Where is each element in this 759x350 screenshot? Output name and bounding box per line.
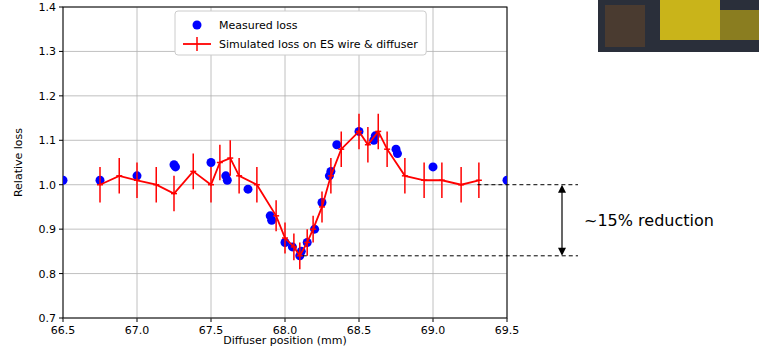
legend-box bbox=[175, 11, 426, 55]
point bbox=[458, 184, 464, 186]
y-axis-title: Relative loss bbox=[12, 128, 25, 197]
grid-line bbox=[63, 95, 507, 96]
tick-label: 0.9 bbox=[39, 223, 57, 236]
annotation: ~15% reduction bbox=[303, 185, 714, 256]
series-line bbox=[100, 131, 479, 255]
point bbox=[273, 215, 279, 217]
tick-label: 69.5 bbox=[495, 324, 520, 337]
point bbox=[134, 180, 140, 182]
point bbox=[207, 158, 216, 167]
point bbox=[402, 175, 408, 177]
point bbox=[384, 148, 390, 150]
point bbox=[254, 184, 260, 186]
tick bbox=[59, 95, 63, 96]
tick-label: 0.8 bbox=[39, 268, 57, 281]
point bbox=[236, 175, 242, 177]
point bbox=[319, 206, 325, 208]
point bbox=[421, 180, 427, 182]
point bbox=[365, 144, 371, 146]
point bbox=[267, 216, 276, 225]
tick bbox=[59, 318, 63, 319]
photo bbox=[598, 0, 759, 52]
point bbox=[116, 175, 122, 177]
tick-label: 69.0 bbox=[421, 324, 446, 337]
tick-label: 1.0 bbox=[39, 179, 57, 192]
point bbox=[338, 148, 344, 150]
annotation-text: ~15% reduction bbox=[584, 211, 714, 230]
tick-label: 1.3 bbox=[39, 45, 57, 58]
point bbox=[190, 171, 196, 173]
tick bbox=[59, 273, 63, 274]
tick-label: 1.2 bbox=[39, 90, 57, 103]
point bbox=[304, 242, 310, 244]
point bbox=[503, 176, 508, 185]
tick-label: 68.5 bbox=[347, 324, 372, 337]
point bbox=[291, 246, 297, 248]
arrow-head bbox=[558, 248, 566, 256]
point bbox=[393, 149, 402, 158]
tick bbox=[59, 51, 63, 52]
annotation-line bbox=[303, 255, 578, 256]
legend-label: Simulated loss on ES wire & diffuser bbox=[219, 38, 418, 51]
photo-bg bbox=[598, 0, 759, 52]
tick-label: 67.0 bbox=[125, 324, 150, 337]
tick bbox=[433, 318, 434, 322]
tick bbox=[59, 184, 63, 185]
legend-swatch bbox=[193, 21, 202, 30]
arrow-head bbox=[558, 185, 566, 193]
tick bbox=[59, 229, 63, 230]
tick bbox=[507, 318, 508, 322]
point bbox=[63, 176, 68, 185]
photo-part bbox=[605, 5, 645, 47]
point bbox=[332, 140, 341, 149]
grid-line bbox=[63, 140, 507, 141]
grid-line bbox=[63, 273, 507, 274]
grid-line bbox=[63, 184, 507, 185]
point bbox=[97, 184, 103, 186]
point bbox=[223, 176, 232, 185]
point bbox=[153, 184, 159, 186]
plot-frame bbox=[63, 7, 507, 318]
marks bbox=[63, 114, 507, 270]
point bbox=[282, 237, 288, 239]
tick bbox=[211, 318, 212, 322]
point bbox=[244, 185, 253, 194]
x-axis-title: Diffuser position (mm) bbox=[223, 334, 347, 347]
tick-label: 0.7 bbox=[39, 312, 57, 325]
point bbox=[171, 193, 177, 195]
tick bbox=[63, 318, 64, 322]
photo-part bbox=[660, 0, 720, 40]
point bbox=[297, 255, 303, 257]
tick bbox=[59, 7, 63, 8]
grid-line bbox=[137, 7, 138, 318]
point bbox=[227, 157, 233, 159]
tick-label: 1.4 bbox=[39, 1, 57, 14]
tick-label: 66.5 bbox=[51, 324, 76, 337]
tick bbox=[359, 318, 360, 322]
plot-bg bbox=[63, 7, 507, 318]
photo-part bbox=[720, 10, 759, 40]
legend-swatch bbox=[196, 37, 198, 51]
point bbox=[217, 162, 223, 164]
point bbox=[476, 180, 482, 182]
point bbox=[356, 131, 362, 133]
tick bbox=[59, 140, 63, 141]
point bbox=[429, 162, 438, 171]
point bbox=[310, 228, 316, 230]
point bbox=[328, 175, 334, 177]
point bbox=[171, 162, 180, 171]
annotation-arrow bbox=[561, 187, 562, 254]
legend-label: Measured loss bbox=[219, 19, 298, 32]
tick-label: 1.1 bbox=[39, 134, 57, 147]
point bbox=[208, 184, 214, 186]
annotation-line bbox=[477, 184, 578, 185]
point bbox=[375, 131, 381, 133]
tick bbox=[137, 318, 138, 322]
chart: 66.567.067.568.068.569.069.50.70.80.91.0… bbox=[0, 0, 759, 350]
legend: Measured loss Simulated loss on ES wire &… bbox=[175, 11, 426, 55]
tick bbox=[285, 318, 286, 322]
point bbox=[439, 180, 445, 182]
tick-label: 67.5 bbox=[199, 324, 224, 337]
